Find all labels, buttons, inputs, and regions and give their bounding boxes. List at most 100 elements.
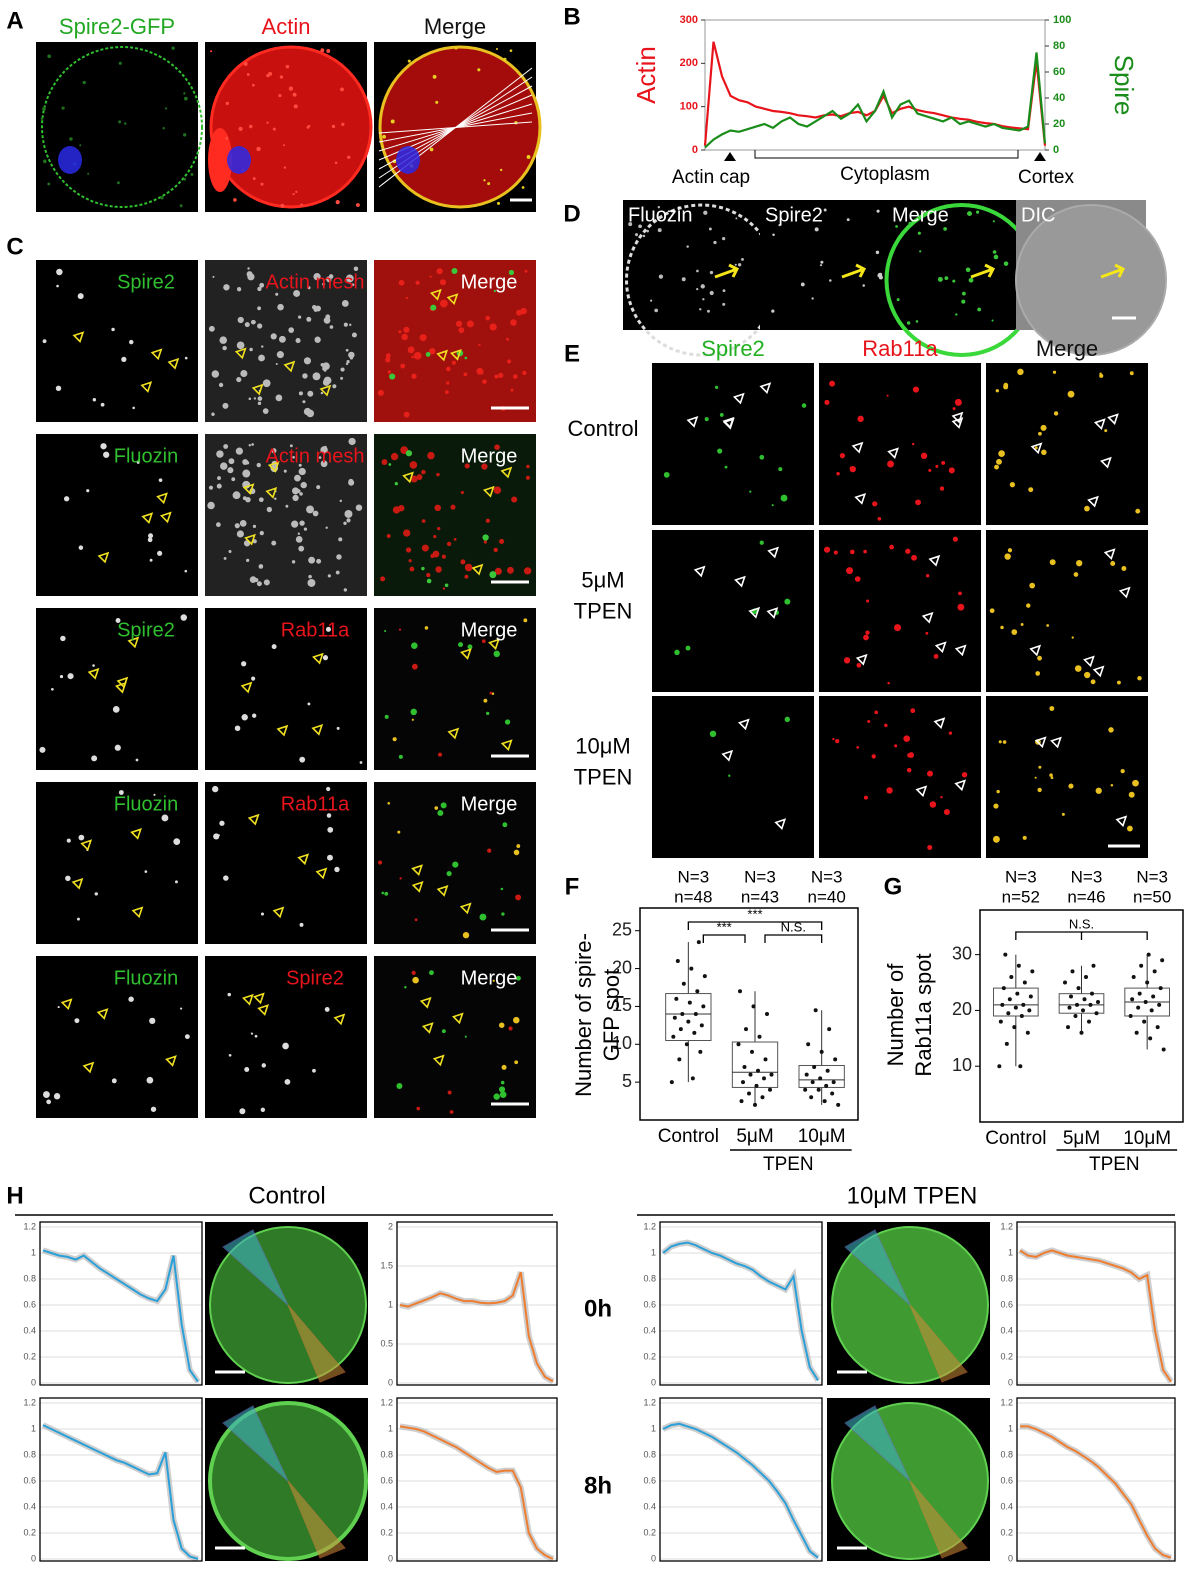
spot bbox=[150, 1106, 157, 1112]
arrowhead bbox=[312, 652, 324, 665]
spot bbox=[46, 1099, 52, 1105]
data-point bbox=[806, 1042, 811, 1047]
spot bbox=[462, 931, 470, 939]
spot bbox=[896, 298, 900, 302]
spot bbox=[220, 462, 228, 470]
data-point bbox=[763, 1057, 768, 1062]
spot bbox=[863, 795, 868, 800]
spot bbox=[121, 356, 127, 362]
spot bbox=[292, 193, 295, 196]
spot bbox=[334, 866, 340, 873]
spot bbox=[183, 96, 188, 101]
spot bbox=[430, 304, 437, 311]
spot bbox=[436, 472, 440, 477]
spot bbox=[429, 147, 434, 152]
spot bbox=[464, 356, 468, 360]
spot bbox=[384, 891, 389, 896]
data-point bbox=[687, 1000, 692, 1005]
spot bbox=[504, 719, 511, 725]
data-point bbox=[836, 1102, 841, 1107]
spot bbox=[1099, 372, 1102, 375]
spot bbox=[392, 737, 397, 742]
box bbox=[993, 987, 1039, 1017]
profile-line bbox=[662, 1241, 819, 1381]
spot bbox=[965, 267, 971, 273]
spot bbox=[952, 407, 956, 411]
arrow bbox=[714, 263, 740, 279]
spot bbox=[282, 144, 285, 147]
spot bbox=[509, 49, 513, 52]
spot bbox=[481, 639, 486, 644]
spot bbox=[801, 403, 807, 408]
spot bbox=[482, 379, 487, 384]
spot bbox=[263, 579, 270, 586]
micrograph bbox=[819, 696, 981, 858]
spot bbox=[351, 283, 355, 287]
y-tick-label: 0.4 bbox=[23, 1501, 36, 1511]
spot bbox=[238, 126, 243, 131]
spot bbox=[800, 282, 805, 287]
spot bbox=[811, 297, 814, 300]
spot bbox=[1074, 665, 1082, 672]
data-point bbox=[1158, 986, 1163, 991]
y-tick-label: 0.2 bbox=[23, 1351, 36, 1361]
spot bbox=[941, 460, 946, 465]
spot bbox=[341, 122, 345, 126]
panel-letter: B bbox=[563, 3, 580, 30]
arrowhead bbox=[242, 483, 255, 495]
y-tick-label: 0.2 bbox=[1000, 1527, 1013, 1537]
spot bbox=[211, 412, 215, 416]
spot bbox=[1050, 776, 1054, 780]
spot bbox=[324, 1006, 330, 1012]
spot bbox=[241, 661, 247, 667]
spot bbox=[295, 535, 303, 543]
spot bbox=[824, 399, 830, 405]
spot bbox=[320, 460, 328, 468]
arrowhead bbox=[915, 785, 928, 798]
y-tick-label: 1.2 bbox=[380, 1397, 393, 1407]
spot bbox=[359, 761, 363, 764]
data-point bbox=[672, 1015, 677, 1020]
plot-frame bbox=[396, 1397, 558, 1562]
spot bbox=[523, 567, 532, 575]
label: Rab11a bbox=[862, 336, 938, 361]
data-point bbox=[678, 1027, 683, 1032]
arrowhead bbox=[411, 864, 423, 877]
spot bbox=[253, 397, 257, 400]
y-tick-label: 0.8 bbox=[1000, 1449, 1013, 1459]
spot bbox=[278, 94, 282, 98]
data-point bbox=[804, 1072, 809, 1077]
plot-frame bbox=[639, 907, 859, 1121]
spot bbox=[903, 735, 911, 742]
spot bbox=[148, 533, 154, 539]
spot bbox=[291, 487, 300, 495]
spot bbox=[403, 326, 410, 333]
y-tick-label: 0.2 bbox=[643, 1527, 656, 1537]
spot bbox=[944, 276, 949, 281]
plot-frame bbox=[39, 1397, 203, 1562]
spot bbox=[53, 1093, 61, 1100]
arrowhead bbox=[447, 727, 460, 740]
arrowhead bbox=[159, 511, 172, 524]
data-point bbox=[1073, 1014, 1078, 1018]
spot bbox=[421, 566, 425, 571]
spot bbox=[294, 474, 301, 482]
y-axis-label: Number of spire- bbox=[571, 933, 596, 1097]
spot bbox=[259, 282, 265, 288]
data-point bbox=[1096, 1000, 1100, 1005]
spot bbox=[996, 458, 1002, 465]
arrowhead bbox=[311, 723, 324, 736]
spot bbox=[414, 918, 418, 922]
spot bbox=[728, 774, 731, 777]
spot bbox=[171, 46, 175, 50]
spot bbox=[498, 372, 504, 379]
spot bbox=[219, 820, 225, 826]
data-point bbox=[693, 1012, 698, 1016]
spot bbox=[954, 398, 962, 406]
spot bbox=[1104, 429, 1108, 433]
data-point bbox=[1018, 1064, 1023, 1069]
y-tick-label: 0.8 bbox=[643, 1449, 656, 1459]
y-tick-label: 1.5 bbox=[380, 1260, 393, 1270]
y-tick-label: 1 bbox=[1008, 1247, 1013, 1257]
